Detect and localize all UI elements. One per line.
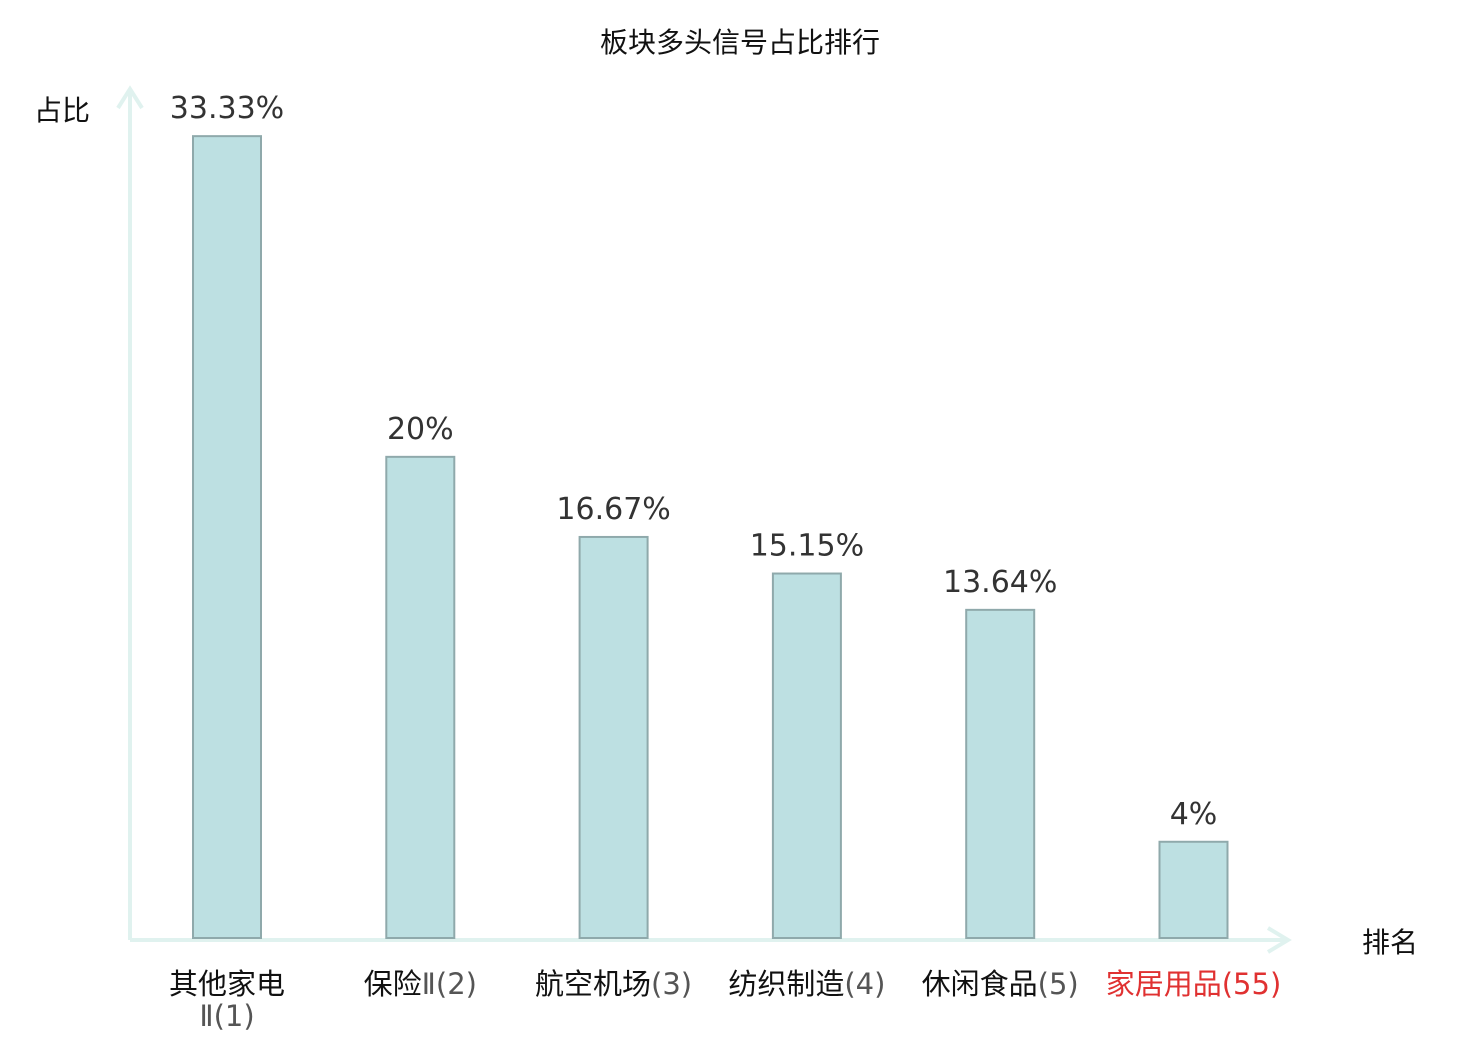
bar xyxy=(771,572,842,939)
category-labels: 其他家电 Ⅱ(1)保险Ⅱ(2) 航空机场(3) 纺织制造(4) 休闲食品(5) 家居用品(… xyxy=(169,967,1281,1033)
axes xyxy=(116,85,1292,954)
value-label: 13.64% xyxy=(943,565,1057,600)
category-label: 其他家电 Ⅱ(1) xyxy=(169,967,285,1033)
value-label: 33.33% xyxy=(170,91,284,126)
category-rank: (3) xyxy=(651,967,692,1001)
category-label: 纺织制造(4) xyxy=(728,967,885,1001)
y-axis-label: 占比 xyxy=(34,94,90,127)
x-axis-arrow-icon xyxy=(1266,926,1292,954)
category-rank: (4) xyxy=(844,967,885,1001)
category-name: 休闲食品 xyxy=(922,967,1038,1001)
category-rank: Ⅱ(2) xyxy=(422,967,477,1001)
value-label: 15.15% xyxy=(750,529,864,564)
chart-title: 板块多头信号占比排行 xyxy=(600,26,880,59)
bar xyxy=(1158,840,1229,940)
category-name: 纺织制造 xyxy=(728,967,844,1001)
category-label: 休闲食品(5) xyxy=(922,967,1079,1001)
value-label: 4% xyxy=(1170,797,1218,832)
category-label: 家居用品(55) xyxy=(1106,967,1282,1001)
y-axis-arrow-icon xyxy=(116,85,144,110)
category-rank: (5) xyxy=(1038,967,1079,1001)
bars xyxy=(192,135,1229,940)
bar xyxy=(385,455,456,939)
bar xyxy=(578,535,649,939)
category-name: 家居用品 xyxy=(1106,967,1222,1001)
category-name: 保险 xyxy=(364,967,422,1001)
category-rank: Ⅱ(1) xyxy=(199,999,254,1033)
bar xyxy=(192,135,262,939)
category-label: 航空机场(3) xyxy=(535,967,692,1001)
x-axis-label: 排名 xyxy=(1362,926,1418,959)
value-label: 20% xyxy=(387,412,454,447)
category-rank: (55) xyxy=(1222,967,1282,1001)
value-label: 16.67% xyxy=(556,492,670,527)
category-label: 保险Ⅱ(2) xyxy=(364,967,477,1001)
bar xyxy=(965,608,1036,940)
value-labels: 33.33% 20% 16.67% 15.15% 13.64% 4% xyxy=(170,91,1217,832)
category-name: 其他家电 xyxy=(169,967,285,1001)
category-name: 航空机场 xyxy=(535,967,651,1001)
